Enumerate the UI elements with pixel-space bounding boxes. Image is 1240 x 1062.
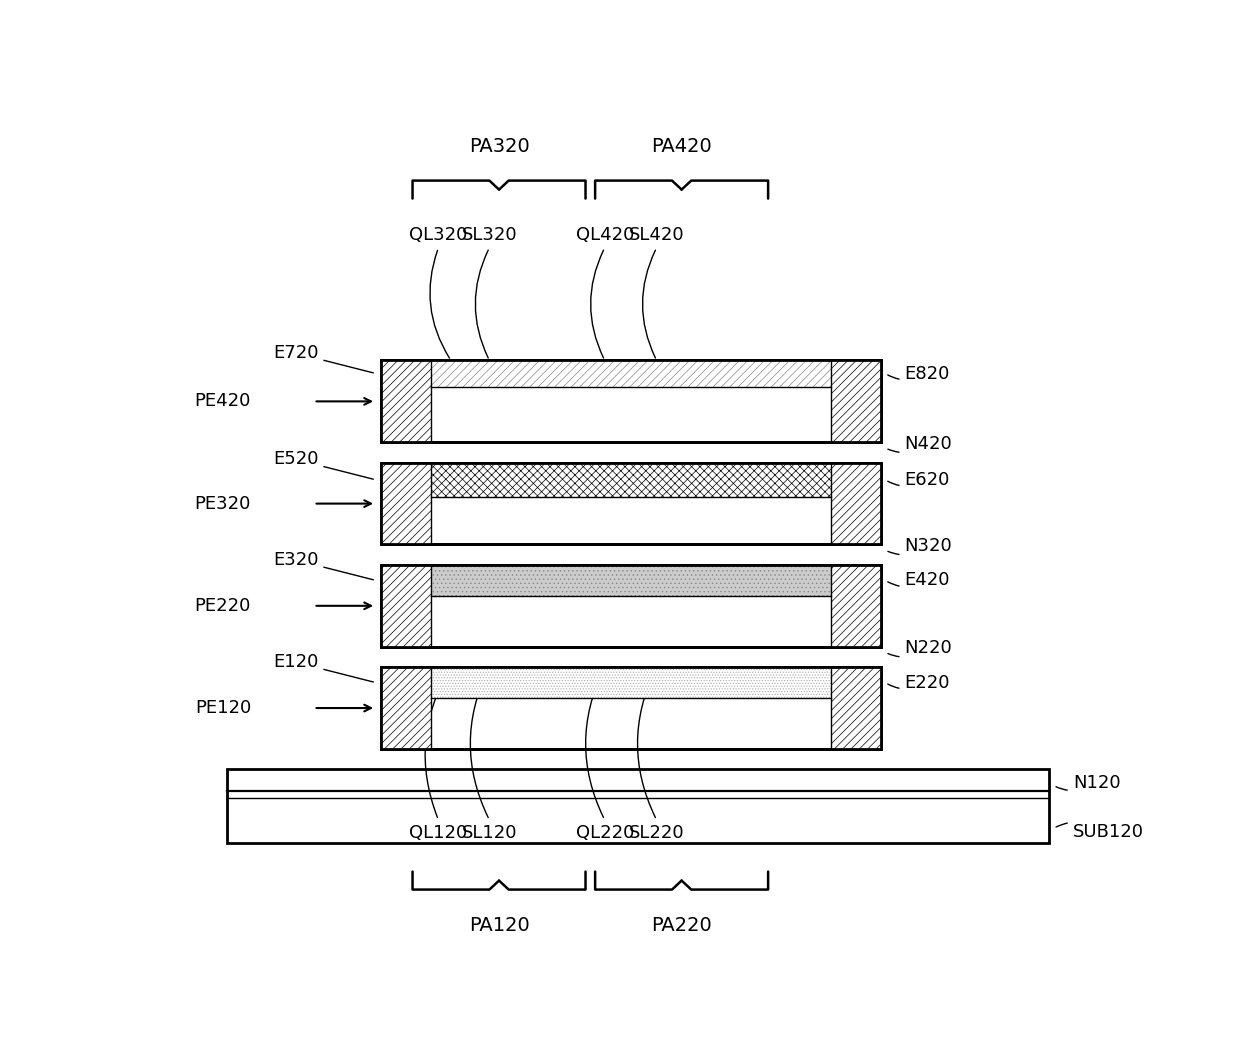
Bar	[381, 463, 880, 545]
Bar	[381, 667, 430, 749]
Bar	[430, 360, 831, 387]
Bar	[831, 565, 880, 647]
Text: PA120: PA120	[469, 915, 529, 935]
Text: SUB120: SUB120	[1056, 823, 1143, 841]
Text: PA320: PA320	[469, 137, 529, 156]
Text: PE120: PE120	[195, 699, 250, 717]
Text: QL120: QL120	[409, 824, 467, 842]
Text: E220: E220	[888, 673, 950, 691]
Bar	[831, 360, 880, 442]
Text: E820: E820	[888, 364, 950, 382]
Text: PE320: PE320	[195, 495, 250, 513]
Text: PA220: PA220	[651, 915, 712, 935]
Text: E120: E120	[273, 653, 373, 682]
Bar	[381, 565, 880, 647]
Bar	[381, 360, 880, 442]
Text: SL120: SL120	[461, 824, 517, 842]
Text: QL220: QL220	[575, 824, 634, 842]
Bar	[430, 565, 831, 596]
Text: E520: E520	[273, 450, 373, 479]
Text: N220: N220	[888, 639, 952, 657]
Bar	[430, 667, 831, 698]
Bar	[381, 463, 430, 545]
Text: N420: N420	[888, 435, 952, 452]
Bar	[430, 463, 831, 497]
Text: PE420: PE420	[195, 392, 250, 410]
Text: E720: E720	[273, 344, 373, 373]
Bar	[381, 565, 430, 647]
Text: QL420: QL420	[575, 225, 634, 243]
Bar	[227, 769, 1049, 843]
Text: SL420: SL420	[629, 225, 684, 243]
Text: PA420: PA420	[651, 137, 712, 156]
Bar	[381, 667, 880, 749]
Text: SL320: SL320	[461, 225, 517, 243]
Text: SL220: SL220	[629, 824, 684, 842]
Bar	[381, 360, 430, 442]
Text: PE220: PE220	[195, 597, 250, 615]
Text: E320: E320	[273, 551, 373, 580]
Bar	[831, 667, 880, 749]
Bar	[381, 360, 880, 442]
Text: E420: E420	[888, 571, 950, 589]
Bar	[381, 463, 880, 545]
Bar	[381, 565, 880, 647]
Text: QL320: QL320	[409, 225, 467, 243]
Text: N120: N120	[1056, 773, 1121, 791]
Bar	[381, 667, 880, 749]
Text: N320: N320	[888, 537, 952, 555]
Bar	[831, 463, 880, 545]
Text: E620: E620	[888, 470, 950, 489]
